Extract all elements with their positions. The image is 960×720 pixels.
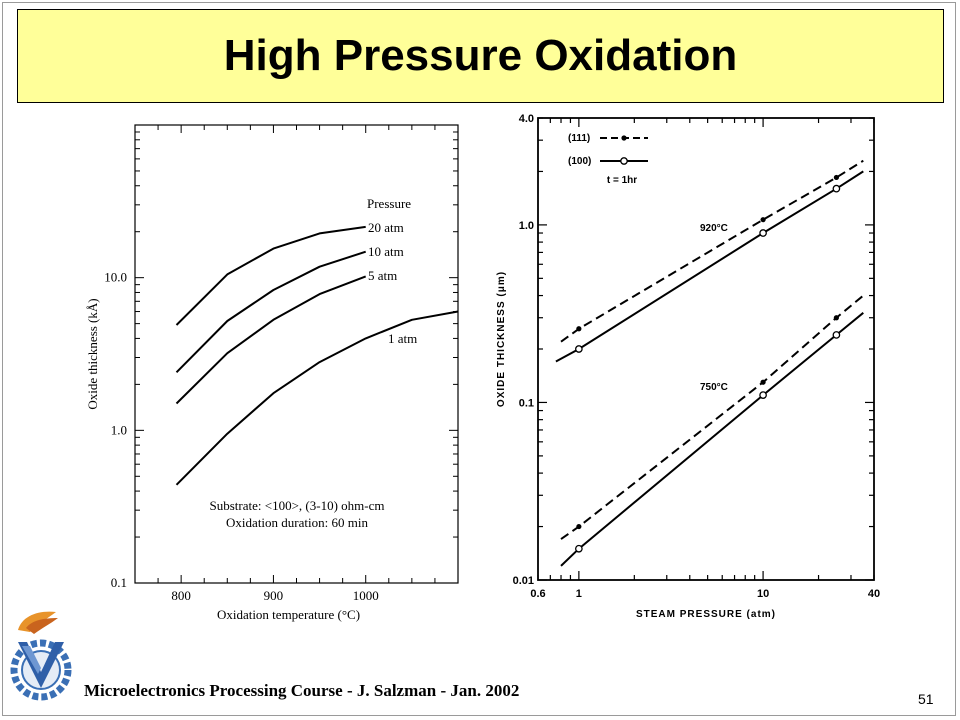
series-line <box>175 275 367 405</box>
y-axis-label: OXIDE THICKNESS (μm) <box>496 271 507 407</box>
x-tick-label: 40 <box>868 588 880 600</box>
series-label: 1 atm <box>388 331 417 346</box>
title-box: High Pressure Oxidation <box>17 9 944 103</box>
page-number: 51 <box>918 691 934 707</box>
series-line <box>555 170 864 363</box>
y-tick-label: 0.01 <box>513 575 534 587</box>
y-axis-label: Oxide thickness (kÅ) <box>85 298 100 409</box>
plot-frame <box>537 117 875 581</box>
x-tick-label: 1000 <box>353 588 379 603</box>
series-line <box>560 159 864 343</box>
technion-logo-icon <box>10 611 72 701</box>
oxide-thickness-vs-temperature-chart: 800 900 1000 0.1 1.0 10.0 Oxidation temperatur… <box>85 124 459 622</box>
y-tick-label: 1.0 <box>519 220 534 232</box>
legend-marker <box>621 135 627 141</box>
series-line <box>175 250 367 374</box>
annotation-920: 920°C <box>700 223 728 234</box>
oxide-thickness-vs-steam-pressure-chart: 0.6 1 10 40 0.01 0.1 1.0 4.0 STEAM PRESSURE (atm… <box>496 113 880 620</box>
x-tick-label: 10 <box>757 588 769 600</box>
footer-text: Microelectronics Processing Course - J. … <box>84 681 520 700</box>
x-axis-label: STEAM PRESSURE (atm) <box>636 609 776 620</box>
x-tick-label: 1 <box>576 588 582 600</box>
legend-note: t = 1hr <box>607 175 637 186</box>
x-axis-label: Oxidation temperature (°C) <box>217 607 360 622</box>
annotation-substrate: Substrate: <100>, (3-10) ohm-cm <box>210 498 385 513</box>
legend-label: (100) <box>568 156 591 167</box>
x-tick-label: 900 <box>264 588 284 603</box>
legend-marker <box>620 157 628 165</box>
data-point <box>576 523 582 530</box>
data-point <box>760 379 766 385</box>
slide-title: High Pressure Oxidation <box>223 31 738 80</box>
x-tick-label: 0.6 <box>530 588 545 600</box>
y-tick-label: 0.1 <box>519 397 534 409</box>
data-point <box>575 544 583 553</box>
data-point <box>576 326 582 332</box>
y-tick-label: 4.0 <box>519 113 534 125</box>
y-tick-label: 0.1 <box>111 575 127 590</box>
series-line <box>175 225 366 326</box>
data-point <box>759 229 767 237</box>
data-point <box>760 217 766 223</box>
data-point <box>832 331 841 339</box>
annotation-duration: Oxidation duration: 60 min <box>226 515 368 530</box>
series-line <box>175 310 459 486</box>
series-label: 20 atm <box>368 220 404 235</box>
data-point <box>575 345 583 353</box>
annotation-750: 750°C <box>700 382 728 393</box>
series-label: 10 atm <box>368 244 404 259</box>
legend-title: Pressure <box>367 196 411 211</box>
data-point <box>832 184 841 193</box>
x-tick-label: 800 <box>171 588 191 603</box>
data-point <box>759 391 767 399</box>
data-point <box>833 174 839 181</box>
y-tick-label: 10.0 <box>104 270 127 285</box>
series-line <box>560 312 864 567</box>
legend-label: (111) <box>568 133 590 144</box>
series-label: 5 atm <box>368 268 397 283</box>
y-tick-label: 1.0 <box>111 422 127 437</box>
data-point <box>833 315 839 321</box>
